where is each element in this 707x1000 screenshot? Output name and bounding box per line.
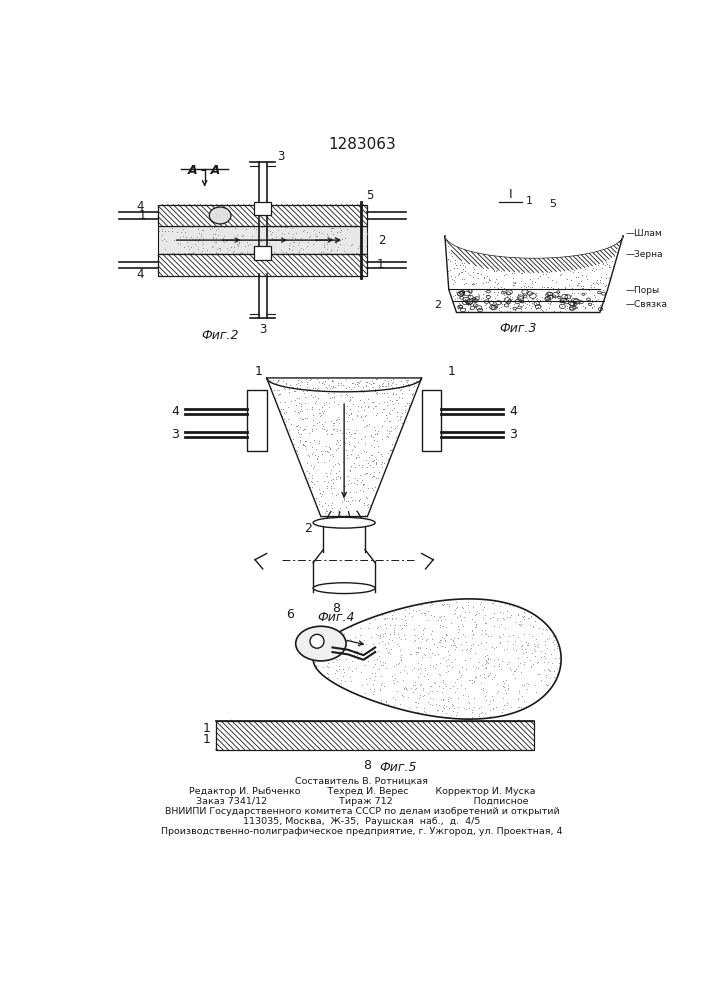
Text: 2: 2 — [296, 641, 304, 654]
Bar — [158, 226, 368, 254]
Text: Заказ 7341/12                        Тираж 712                           Подписн: Заказ 7341/12 Тираж 712 Подписн — [196, 797, 528, 806]
Text: 3: 3 — [259, 323, 267, 336]
Text: 8: 8 — [363, 759, 371, 772]
Text: 2: 2 — [434, 300, 441, 310]
Ellipse shape — [310, 634, 324, 648]
Text: ВНИИПИ Государственного комитета СССР по делам изобретений и открытий: ВНИИПИ Государственного комитета СССР по… — [165, 807, 559, 816]
Text: 5: 5 — [366, 189, 373, 202]
Text: Фиг.5: Фиг.5 — [380, 761, 417, 774]
Text: 3: 3 — [171, 428, 179, 441]
Text: Составитель В. Ротницкая: Составитель В. Ротницкая — [296, 777, 428, 786]
Text: Фиг.4: Фиг.4 — [317, 611, 355, 624]
Bar — [255, 246, 271, 260]
Ellipse shape — [313, 517, 375, 528]
Text: 1283063: 1283063 — [328, 137, 396, 152]
Text: 1: 1 — [526, 196, 533, 206]
Text: Фиг.3: Фиг.3 — [500, 322, 537, 335]
Text: —Шлам: —Шлам — [626, 229, 662, 238]
Text: 1: 1 — [202, 733, 210, 746]
Text: —Связка: —Связка — [626, 300, 667, 309]
Text: Фиг.2: Фиг.2 — [201, 329, 239, 342]
Bar — [421, 389, 441, 451]
Text: 1: 1 — [255, 365, 263, 378]
Text: 113035, Москва,  Ж-35,  Раушская  наб.,  д.  4/5: 113035, Москва, Ж-35, Раушская наб., д. … — [243, 817, 481, 826]
Text: 6: 6 — [286, 607, 294, 620]
Text: 4: 4 — [136, 267, 144, 280]
Text: 1: 1 — [377, 258, 384, 271]
Text: 2: 2 — [304, 522, 312, 535]
Bar — [247, 389, 267, 451]
Ellipse shape — [313, 583, 375, 594]
Text: А - А: А - А — [188, 164, 221, 177]
Text: 5: 5 — [549, 199, 556, 209]
Text: Редактор И. Рыбченко         Техред И. Верес         Корректор И. Муска: Редактор И. Рыбченко Техред И. Верес Кор… — [189, 787, 535, 796]
Polygon shape — [158, 254, 368, 276]
Text: I: I — [509, 188, 513, 201]
Bar — [323, 527, 366, 550]
Text: —Зерна: —Зерна — [626, 250, 663, 259]
Polygon shape — [445, 235, 623, 272]
Text: 4: 4 — [171, 405, 179, 418]
Bar — [255, 202, 271, 215]
Text: 8: 8 — [332, 602, 340, 615]
Text: 4: 4 — [136, 200, 144, 213]
Text: 4: 4 — [509, 405, 517, 418]
Ellipse shape — [296, 626, 346, 661]
Text: 1: 1 — [448, 365, 455, 378]
Text: Производственно-полиграфическое предприятие, г. Ужгород, ул. Проектная, 4: Производственно-полиграфическое предприя… — [161, 827, 563, 836]
Text: —Поры: —Поры — [626, 286, 660, 295]
Text: 2: 2 — [378, 234, 386, 247]
Text: 1: 1 — [202, 722, 210, 735]
Polygon shape — [158, 205, 368, 226]
Text: 1: 1 — [139, 209, 146, 222]
Text: 3: 3 — [276, 150, 284, 163]
Polygon shape — [216, 721, 534, 750]
Text: 3: 3 — [509, 428, 517, 441]
Ellipse shape — [209, 207, 231, 224]
